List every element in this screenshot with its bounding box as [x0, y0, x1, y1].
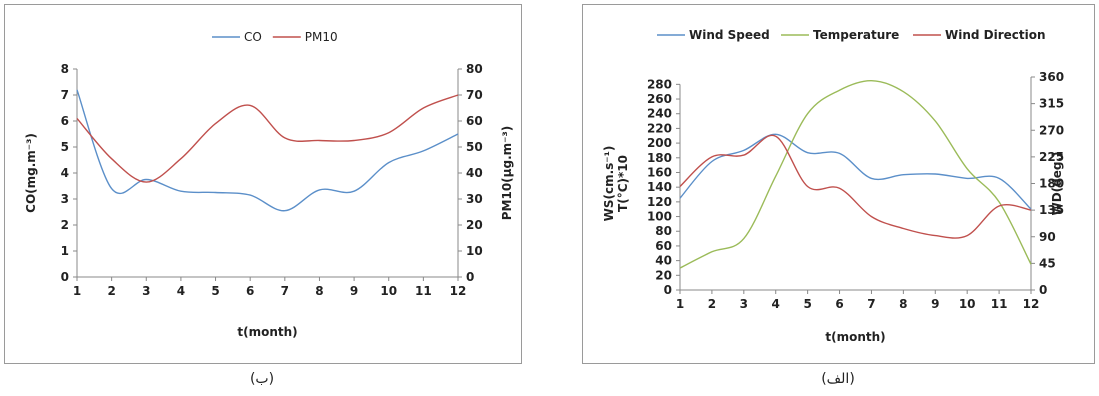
x-tick-label: 10	[959, 297, 976, 311]
x-tick-label: 11	[991, 297, 1008, 311]
y-left-tick-label: 0	[61, 270, 69, 284]
chart-wind-temperature: 1 2 3 4 5 6 7 8 9 10 11 120204060801001201401601802…	[602, 28, 1064, 344]
y-left-tick-label: 20	[655, 268, 672, 282]
y-right-tick-label: 180	[1039, 177, 1064, 191]
x-tick-label: 9	[350, 284, 358, 298]
y-right-tick-label: 270	[1039, 123, 1064, 137]
x-axis-title: t(month)	[237, 325, 297, 339]
x-tick-label: 8	[315, 284, 323, 298]
y-right-tick-label: 0	[466, 270, 474, 284]
y-right-tick-label: 225	[1039, 150, 1064, 164]
x-tick-label: 6	[835, 297, 843, 311]
x-tick-label: 1	[73, 284, 81, 298]
caption-right: (الف)	[821, 371, 855, 387]
y-right-tick-label: 90	[1039, 230, 1056, 244]
series-line-co	[76, 89, 459, 212]
series-line-wind-direction	[679, 134, 1032, 239]
x-tick-label: 9	[931, 297, 939, 311]
y-right-tick-label: 45	[1039, 256, 1056, 270]
x-tick-label: 4	[772, 297, 780, 311]
x-tick-label: 7	[281, 284, 289, 298]
legend-label-temperature: Temperature	[813, 28, 899, 42]
x-tick-label: 7	[867, 297, 875, 311]
chart-panel-wind-temp: 1 2 3 4 5 6 7 8 9 10 11 12 0 20 40 60 80 100 120 140 160 180 2…	[582, 4, 1095, 364]
y-left-tick-label: 140	[647, 180, 672, 194]
y-left-tick-label: 80	[655, 224, 672, 238]
y-left-tick-label: 2	[61, 218, 69, 232]
y-right-tick-label: 70	[466, 88, 483, 102]
y-left-tick-label: 100	[647, 210, 672, 224]
x-tick-label: 4	[177, 284, 185, 298]
y-right-tick-label: 10	[466, 244, 483, 258]
chart-co-pm10: 1 2 3 4 5 6 7 8 9 10 11 120123456780102030405060708…	[24, 30, 514, 339]
y-left-tick-label: 220	[647, 121, 672, 135]
y-left-tick-label: 200	[647, 136, 672, 150]
y-left-tick-label: 40	[655, 254, 672, 268]
x-tick-label: 3	[740, 297, 748, 311]
x-axis-title: t(month)	[825, 330, 885, 344]
y-axis-left-title-2: T(°C)*10	[616, 155, 630, 212]
y-left-tick-label: 0	[664, 283, 672, 297]
y-left-tick-label: 160	[647, 165, 672, 179]
caption-left: (ب)	[249, 371, 275, 387]
y-left-tick-label: 4	[61, 166, 69, 180]
y-right-tick-label: 50	[466, 140, 483, 154]
x-tick-label: 6	[246, 284, 254, 298]
x-tick-label: 12	[1023, 297, 1040, 311]
y-right-tick-label: 0	[1039, 283, 1047, 297]
legend-label-pm10: PM10	[305, 30, 338, 44]
y-right-tick-label: 40	[466, 166, 483, 180]
y-left-tick-label: 7	[61, 88, 69, 102]
legend-label-wind-direction: Wind Direction	[945, 28, 1046, 42]
x-tick-label: 5	[211, 284, 219, 298]
x-tick-label: 11	[415, 284, 432, 298]
y-right-tick-label: 20	[466, 218, 483, 232]
y-left-tick-label: 5	[61, 140, 69, 154]
x-tick-label: 8	[899, 297, 907, 311]
chart-panel-co-pm10: 1 2 3 4 5 6 7 8 9 10 11 12 0 1 2 3 4 5 6 7 8 0 10 20 30 40 50 60 70 8…	[4, 4, 522, 364]
y-axis-left-title: CO(mg.m⁻³)	[24, 133, 38, 213]
y-left-tick-label: 1	[61, 244, 69, 258]
y-left-tick-label: 180	[647, 151, 672, 165]
y-right-tick-label: 315	[1039, 97, 1064, 111]
x-tick-label: 10	[380, 284, 397, 298]
y-right-tick-label: 30	[466, 192, 483, 206]
y-axis-right-title: PM10(µg.m⁻³)	[500, 126, 514, 220]
y-right-tick-label: 60	[466, 114, 483, 128]
y-left-tick-label: 60	[655, 239, 672, 253]
x-tick-label: 5	[803, 297, 811, 311]
y-right-tick-label: 360	[1039, 70, 1064, 84]
series-line-wind-speed	[679, 133, 1032, 210]
x-tick-label: 1	[676, 297, 684, 311]
y-axis-right-title: WD(deg.)	[1050, 151, 1064, 215]
y-right-tick-label: 80	[466, 62, 483, 76]
legend-label-wind-speed: Wind Speed	[689, 28, 770, 42]
y-left-tick-label: 6	[61, 114, 69, 128]
series-line-pm10	[76, 94, 459, 183]
legend-label-co: CO	[244, 30, 262, 44]
series-line-temperature	[679, 79, 1032, 269]
y-left-tick-label: 240	[647, 107, 672, 121]
y-left-tick-label: 260	[647, 92, 672, 106]
x-tick-label: 2	[107, 284, 115, 298]
y-left-tick-label: 3	[61, 192, 69, 206]
x-tick-label: 2	[708, 297, 716, 311]
x-tick-label: 3	[142, 284, 150, 298]
y-left-tick-label: 120	[647, 195, 672, 209]
y-right-tick-label: 135	[1039, 203, 1064, 217]
y-left-tick-label: 280	[647, 77, 672, 91]
y-axis-left-title: WS(cm.s⁻¹)	[602, 146, 616, 222]
x-tick-label: 12	[450, 284, 467, 298]
y-left-tick-label: 8	[61, 62, 69, 76]
